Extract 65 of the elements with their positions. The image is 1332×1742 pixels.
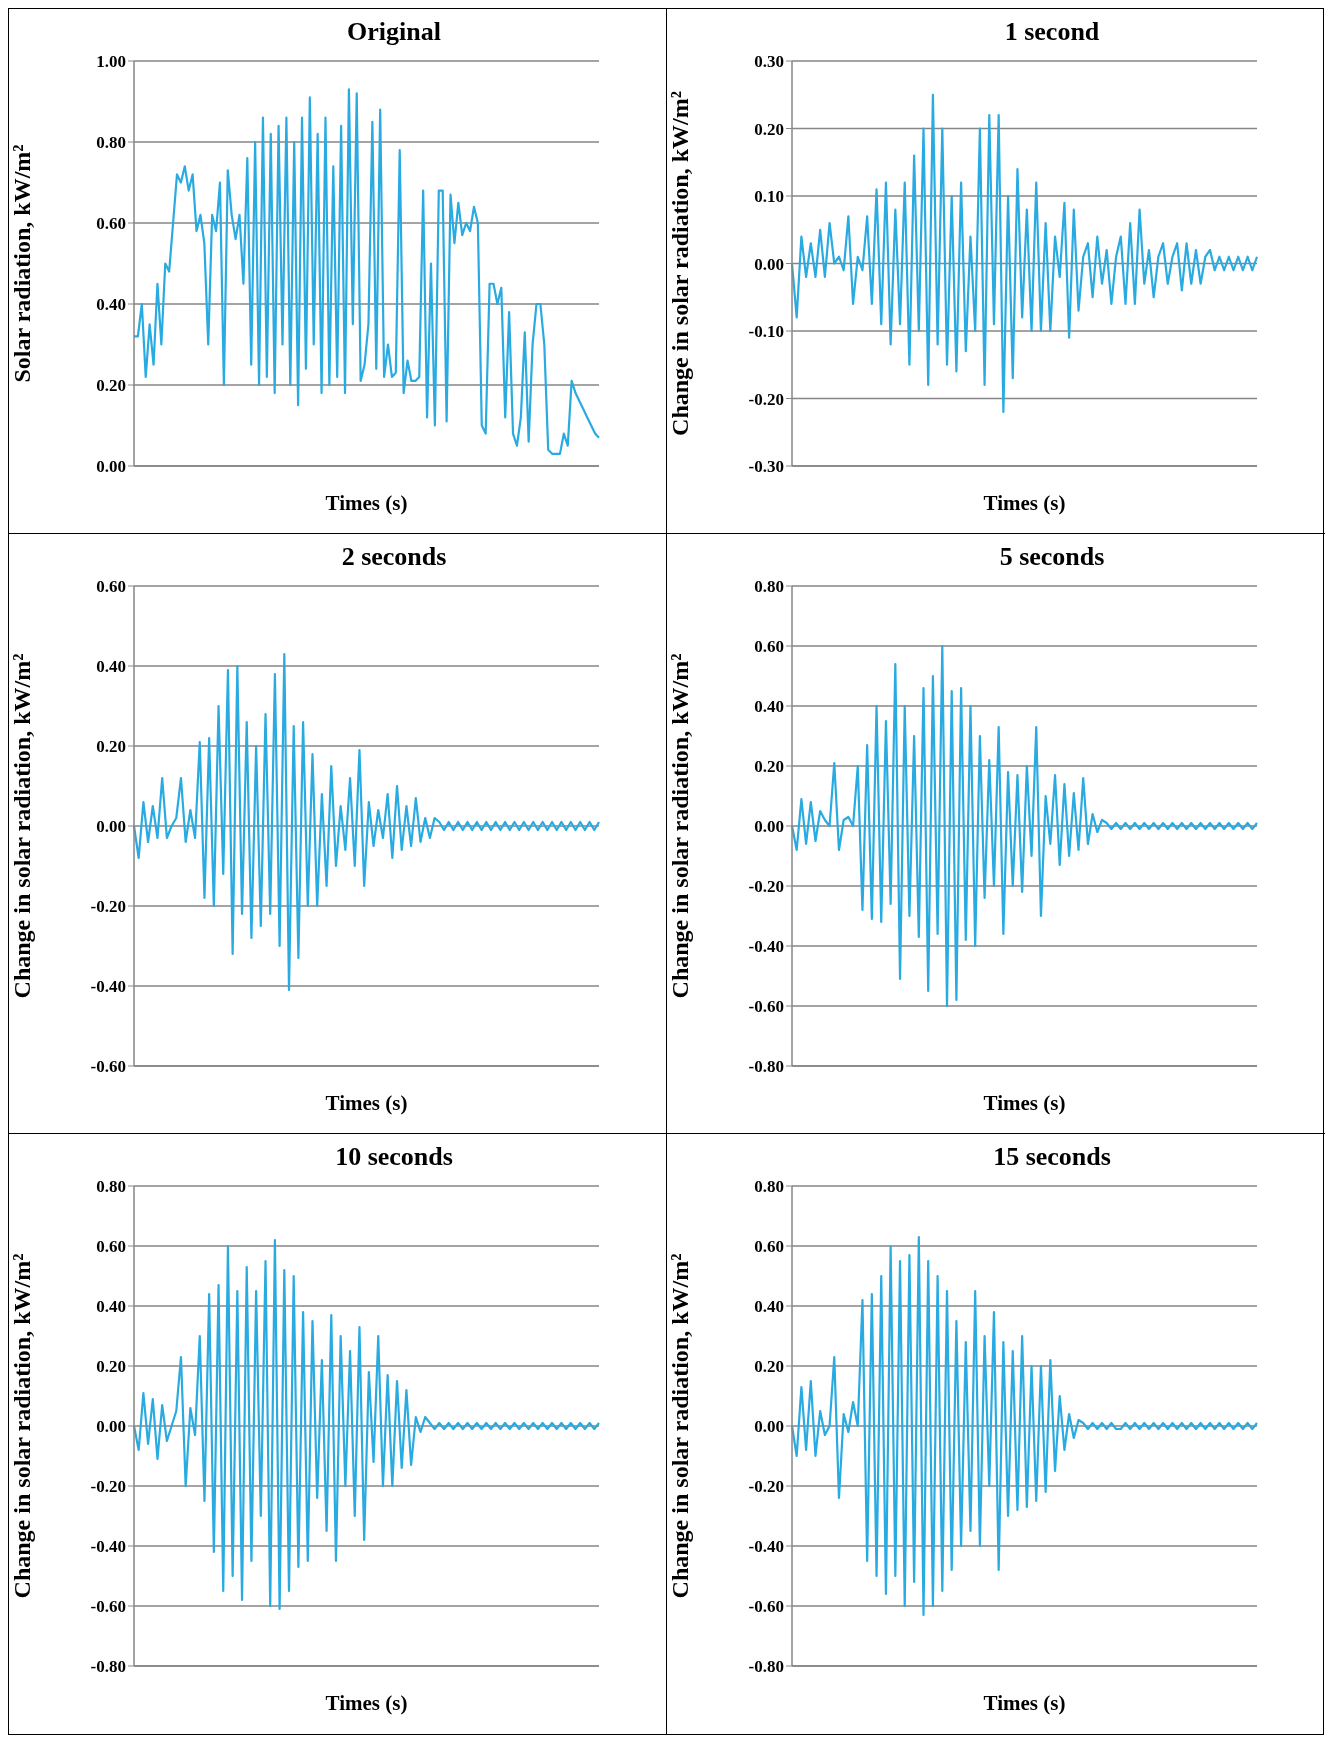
y-tick-label: 0.00 [754, 817, 784, 837]
y-tick-label: 0.00 [754, 254, 784, 274]
y-tick-label: 0.20 [96, 1357, 126, 1377]
y-tick-label: -0.10 [748, 322, 784, 342]
chart-title: 15 seconds [992, 1142, 1112, 1173]
y-tick-label: -0.30 [748, 457, 784, 477]
y-tick-label: 0.80 [754, 577, 784, 597]
y-axis-title: Change in solar radiation, kW/m² [8, 653, 35, 999]
y-tick-label: -0.40 [748, 937, 784, 957]
y-tick-label: 0.80 [754, 1177, 784, 1197]
y-tick-label: 0.40 [754, 697, 784, 717]
y-tick-label: -0.20 [748, 877, 784, 897]
y-tick-label: 0.60 [96, 1237, 126, 1257]
y-axis-title: Change in solar radiation, kW/m² [8, 1253, 35, 1599]
y-tick-label: 0.20 [96, 737, 126, 757]
y-tick-label: -0.60 [748, 1597, 784, 1617]
chart-title: Original [346, 17, 442, 48]
y-tick-label: -0.40 [90, 977, 126, 997]
y-axis-title: Solar radiation, kW/m² [8, 144, 35, 383]
y-tick-label: 0.10 [754, 187, 784, 207]
y-axis-title: Change in solar radiation, kW/m² [666, 91, 693, 436]
y-tick-label: 0.60 [96, 214, 126, 234]
y-tick-label: 0.80 [96, 133, 126, 153]
y-tick-label: 0.00 [96, 457, 126, 477]
chart-title: 1 second [1003, 17, 1101, 48]
y-tick-label: -0.40 [748, 1537, 784, 1557]
y-tick-label: 0.00 [96, 1417, 126, 1437]
y-tick-label: 0.60 [754, 1237, 784, 1257]
y-tick-label: 0.40 [754, 1297, 784, 1317]
y-tick-label: 1.00 [96, 52, 126, 72]
x-axis-title: Times (s) [983, 1091, 1066, 1115]
y-tick-label: 0.60 [754, 637, 784, 657]
y-tick-label: 0.40 [96, 295, 126, 315]
y-tick-label: 0.20 [96, 376, 126, 396]
y-tick-label: -0.80 [90, 1657, 126, 1677]
y-tick-label: -0.20 [748, 389, 784, 409]
y-tick-label: 0.40 [96, 1297, 126, 1317]
y-tick-label: -0.80 [748, 1657, 784, 1677]
y-tick-label: -0.60 [90, 1597, 126, 1617]
y-tick-label: 0.80 [96, 1177, 126, 1197]
y-axis-title: Change in solar radiation, kW/m² [666, 1253, 693, 1599]
y-tick-label: 0.00 [754, 1417, 784, 1437]
x-axis-title: Times (s) [325, 1691, 408, 1715]
y-tick-label: -0.60 [748, 997, 784, 1017]
x-axis-title: Times (s) [983, 1691, 1066, 1715]
y-tick-label: 0.00 [96, 817, 126, 837]
chart-title: 10 seconds [334, 1142, 454, 1173]
y-tick-label: 0.20 [754, 1357, 784, 1377]
x-axis-title: Times (s) [325, 491, 408, 515]
y-tick-label: 0.20 [754, 119, 784, 139]
y-tick-label: 0.60 [96, 577, 126, 597]
y-tick-label: 0.20 [754, 757, 784, 777]
x-axis-title: Times (s) [325, 1091, 408, 1115]
y-tick-label: 0.40 [96, 657, 126, 677]
y-tick-label: -0.80 [748, 1057, 784, 1077]
chart-title: 5 seconds [998, 542, 1106, 573]
y-axis-title: Change in solar radiation, kW/m² [666, 653, 693, 999]
x-axis-title: Times (s) [983, 491, 1066, 515]
y-tick-label: -0.40 [90, 1537, 126, 1557]
y-tick-label: -0.60 [90, 1057, 126, 1077]
y-tick-label: -0.20 [90, 1477, 126, 1497]
chart-title: 2 seconds [340, 542, 448, 573]
y-tick-label: 0.30 [754, 52, 784, 72]
y-tick-label: -0.20 [90, 897, 126, 917]
y-tick-label: -0.20 [748, 1477, 784, 1497]
